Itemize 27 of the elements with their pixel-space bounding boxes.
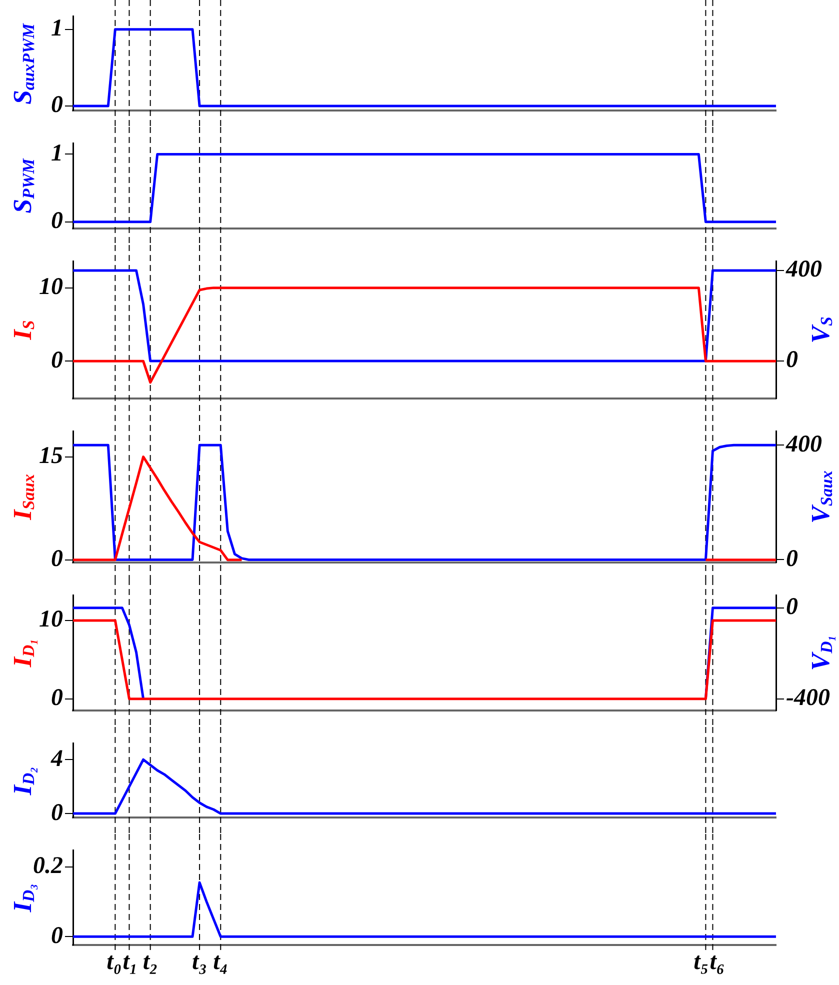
y2-tick-label: 0 (786, 594, 798, 620)
y-tick-label: 1 (51, 140, 63, 166)
x-tick-label: t₂ (142, 949, 158, 976)
y-tick-label: 0 (51, 92, 63, 118)
x-tick-label: t₀ (106, 949, 122, 976)
x-tick-label: t₆ (710, 949, 725, 976)
y-tick-label: 0 (51, 800, 63, 826)
y-tick-label: 0 (51, 685, 63, 712)
y-tick-label: 0 (51, 208, 63, 234)
x-tick-label: t₃ (192, 949, 208, 976)
y-tick-label: 0 (51, 546, 63, 572)
y-tick-label: 0 (51, 922, 63, 949)
x-tick-label: t₁ (122, 949, 138, 976)
y-tick-label: 10 (39, 274, 63, 300)
y-tick-label: 15 (39, 443, 63, 470)
y-tick-label: 4 (50, 746, 63, 772)
x-tick-label: t₅ (694, 949, 709, 976)
y2-tick-label: 400 (785, 256, 822, 283)
y2-tick-label: -400 (786, 685, 830, 712)
y-tick-label: 1 (51, 16, 63, 42)
y2-tick-label: 0 (786, 347, 798, 374)
y2-tick-label: 400 (785, 431, 822, 458)
y2-tick-label: 0 (786, 546, 798, 572)
y-tick-label: 0.2 (33, 853, 63, 880)
y-tick-label: 0 (51, 347, 63, 374)
y-tick-label: 10 (39, 606, 63, 633)
x-tick-label: t₄ (213, 949, 228, 976)
